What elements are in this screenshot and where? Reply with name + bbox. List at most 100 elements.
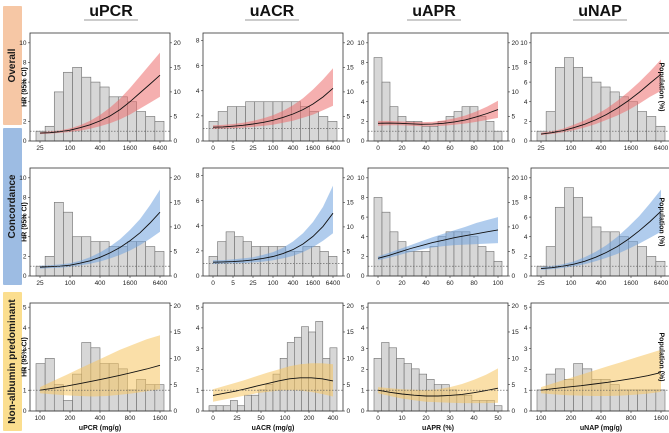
x-tick-label: 1600: [306, 145, 321, 152]
histogram-bar: [145, 246, 156, 277]
histogram-bar: [309, 111, 320, 142]
row-label-background: [3, 292, 22, 431]
x-tick-label: 6400: [654, 145, 669, 152]
histogram-bar: [208, 405, 217, 412]
confidence-band: [40, 52, 160, 135]
y-tick-label: 8: [361, 60, 365, 67]
x-tick-label: 200: [304, 415, 315, 422]
y-tick-label: 5: [23, 304, 27, 311]
y-tick-label: 6: [23, 79, 27, 86]
row-label-background: [3, 128, 22, 285]
y-tick-label: 4: [524, 234, 528, 241]
y-tick-label: 6: [361, 214, 365, 221]
histogram-bar: [582, 76, 593, 142]
right-tick-label: 10: [174, 224, 182, 231]
x-tick-label: 0: [376, 145, 380, 152]
y-tick-label: 2: [196, 248, 200, 255]
histogram-bar: [397, 116, 407, 142]
right-tick-label: 0: [512, 408, 516, 415]
y-tick-label: 3: [23, 346, 27, 353]
row-label: Overall: [7, 48, 18, 82]
y-tick-label: 5: [196, 304, 200, 311]
y-tick-label: 10: [357, 175, 365, 182]
hazard-ratio-line: [377, 229, 499, 259]
x-tick-label: 40: [470, 415, 478, 422]
right-tick-label: 5: [347, 382, 351, 389]
histogram-bar: [215, 405, 224, 412]
confidence-band: [40, 189, 160, 269]
y-tick-label: 0: [196, 138, 200, 145]
histogram-bar: [53, 91, 64, 142]
panel-unap-2: 012345051015201002004008001600uNAP (mg/g…: [524, 302, 669, 432]
y-tick-label: 5: [361, 304, 365, 311]
y-tick-label: 2: [361, 254, 365, 261]
y-tick-label: 1: [361, 387, 365, 394]
x-tick-label: 100: [493, 280, 504, 287]
right-tick-label: 5: [512, 114, 516, 121]
x-tick-label: 400: [596, 415, 607, 422]
x-tick-label: 100: [35, 415, 46, 422]
x-tick-label: 1600: [306, 280, 321, 287]
x-tick-label: 400: [95, 280, 106, 287]
right-tick-label: 20: [174, 40, 182, 47]
right-tick-label: 20: [512, 303, 520, 310]
right-tick-label: 0: [347, 273, 351, 280]
histogram-bar: [494, 405, 503, 412]
hazard-ratio-line: [39, 74, 161, 134]
x-axis-label: uACR (mg/g): [252, 425, 295, 432]
x-tick-label: 400: [288, 145, 299, 152]
histogram-bar: [453, 111, 463, 142]
x-tick-label: 100: [65, 145, 76, 152]
x-tick-label: 6400: [654, 280, 669, 287]
left-axis-label: HR (95% CI): [22, 337, 29, 377]
x-tick-label: 60: [446, 145, 454, 152]
confidence-band: [378, 100, 498, 127]
plot-frame: [367, 302, 509, 412]
y-tick-label: 0: [23, 408, 27, 415]
plot-frame: [367, 32, 509, 142]
histogram-bar: [429, 246, 439, 277]
right-tick-label: 15: [512, 65, 520, 72]
x-tick-label: 25: [249, 145, 257, 152]
x-tick-label: 25: [249, 280, 257, 287]
y-tick-label: 4: [23, 234, 27, 241]
histogram-bar: [373, 358, 382, 412]
y-tick-label: 4: [23, 99, 27, 106]
x-tick-label: 400: [95, 145, 106, 152]
y-tick-label: 0: [524, 273, 528, 280]
hazard-ratio-line: [212, 377, 334, 396]
histogram-bar: [237, 405, 245, 412]
y-tick-label: 2: [361, 367, 365, 374]
y-tick-label: 4: [524, 99, 528, 106]
row-label-background: [3, 6, 22, 125]
y-tick-label: 6: [524, 214, 528, 221]
y-tick-label: 4: [23, 325, 27, 332]
y-tick-label: 0: [524, 408, 528, 415]
y-tick-label: 1: [196, 387, 200, 394]
confidence-band: [213, 68, 333, 130]
x-tick-label: 5: [231, 280, 235, 287]
confidence-band: [541, 59, 661, 136]
right-tick-label: 0: [512, 273, 516, 280]
panel-upcr-2: 0 1 2 3 4 5 0 5 10 15 20 100 200 400 800 1600 uPCR (mg/g…: [23, 302, 181, 432]
y-tick-label: 6: [524, 79, 528, 86]
x-tick-label: 100: [493, 145, 504, 152]
left-axis-label: HR (95% CI): [22, 67, 29, 107]
x-tick-label: 50: [257, 415, 265, 422]
histogram-bar: [208, 256, 218, 277]
histogram-bar: [145, 116, 156, 142]
confidence-band: [541, 349, 661, 396]
x-tick-label: 25: [233, 415, 241, 422]
x-tick-label: 800: [125, 415, 136, 422]
hazard-ratio-line: [212, 212, 334, 263]
x-tick-label: 0: [211, 415, 215, 422]
y-tick-label: 6: [196, 198, 200, 205]
histogram-bar: [311, 246, 321, 277]
y-tick-label: 1: [524, 387, 528, 394]
x-tick-label: 1600: [624, 145, 639, 152]
x-tick-label: 400: [596, 145, 607, 152]
histogram-bar: [545, 246, 556, 277]
x-tick-label: 25: [537, 280, 545, 287]
